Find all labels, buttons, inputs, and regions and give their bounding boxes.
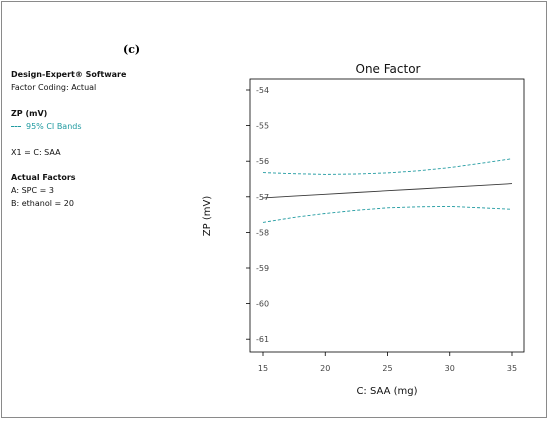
ci-lower-band	[262, 205, 513, 223]
x-tick-label: 35	[507, 364, 517, 373]
software-name: Design-Expert® Software	[11, 70, 127, 79]
x-axis: 15 20 25 30 35	[258, 352, 517, 373]
actual-factors-heading: Actual Factors	[11, 173, 76, 182]
y-tick-label: -60	[256, 300, 269, 309]
ci-legend-label: 95% CI Bands	[26, 122, 82, 131]
y-tick-label: -61	[256, 335, 269, 344]
y-tick-label: -55	[256, 122, 269, 131]
y-tick-label: -59	[256, 264, 269, 273]
plot-area	[249, 78, 525, 353]
x-tick-label: 25	[382, 364, 392, 373]
x-tick-label: 30	[445, 364, 455, 373]
ci-legend: 95% CI Bands	[11, 122, 82, 131]
chart-title: One Factor	[356, 62, 421, 76]
x-tick-label: 15	[258, 364, 268, 373]
y-axis-title: ZP (mV)	[202, 196, 213, 237]
factor-a: A: SPC = 3	[11, 186, 54, 195]
y-tick-label: -56	[256, 157, 269, 166]
factor-b: B: ethanol = 20	[11, 199, 74, 208]
prediction-line	[262, 183, 513, 199]
y-tick-label: -57	[256, 193, 269, 202]
ci-upper-band	[262, 158, 513, 175]
y-axis: -54 -55 -56 -57 -58 -59 -60 -61	[246, 86, 269, 344]
y-tick-label: -58	[256, 228, 269, 237]
response-name: ZP (mV)	[11, 109, 48, 118]
series-layer	[262, 158, 513, 223]
factor-coding: Factor Coding: Actual	[11, 83, 97, 92]
panel-label: (c)	[123, 43, 141, 56]
x-tick-label: 20	[320, 364, 330, 373]
y-tick-label: -54	[256, 86, 269, 95]
x-axis-title: C: SAA (mg)	[356, 386, 417, 397]
ci-legend-swatch	[11, 126, 21, 127]
x1-factor: X1 = C: SAA	[11, 148, 61, 157]
